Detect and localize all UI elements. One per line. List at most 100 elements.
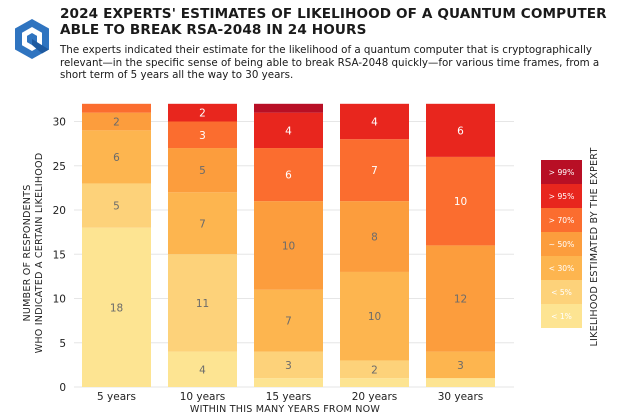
bars: 18 5 6 2 4 11 7 5 3 2 3 7 10 6 4 2 10 8 7 4 3 12 10 6	[82, 103, 495, 387]
bar-segment	[254, 103, 323, 113]
bar-segment-label: 10	[454, 196, 467, 208]
x-tick-label: 15 years	[266, 391, 312, 403]
legend-label: < 1%	[551, 312, 572, 321]
bar-segment	[426, 351, 495, 379]
bar-segment-label: 11	[196, 298, 209, 310]
bar-segment	[168, 103, 237, 122]
bar-segment-label: 12	[454, 294, 467, 306]
legend-swatch	[541, 232, 582, 256]
chart-subtitle: The experts indicated their estimate for…	[60, 44, 600, 81]
y-axis-label-line-2: WHO INDICATED A CERTAIN LIKELIHOOD	[34, 153, 45, 354]
bar-segment	[82, 183, 151, 228]
bar-segment	[254, 289, 323, 352]
logo-icon	[15, 19, 49, 59]
bar-segment-label: 10	[368, 311, 381, 323]
bar-segment	[82, 103, 151, 113]
bar-stack: 3 7 10 6 4	[254, 103, 323, 387]
bar-segment	[254, 351, 323, 379]
bar-segment	[254, 201, 323, 290]
bar-segment-label: 7	[371, 165, 378, 177]
bar-segment	[168, 192, 237, 255]
legend-item: < 30%	[541, 256, 582, 280]
bar-segment-label: 4	[371, 117, 378, 129]
bar-segment-label: 10	[282, 240, 295, 252]
bar-stack: 4 11 7 5 3 2	[168, 103, 237, 387]
bar-segment-label: 3	[199, 130, 206, 142]
bar-segment	[340, 103, 409, 140]
legend-item: < 1%	[541, 304, 582, 328]
y-tick-label: 5	[59, 338, 66, 350]
bar-segment	[340, 378, 409, 387]
legend-item: > 99%	[541, 160, 582, 184]
legend-swatch	[541, 304, 582, 328]
bar-segment-label: 5	[199, 165, 206, 177]
legend-label: > 95%	[549, 192, 575, 201]
bar-segment	[340, 139, 409, 202]
bar-segment-label: 2	[199, 108, 206, 120]
legend-item: ~ 50%	[541, 232, 582, 256]
x-tick-label: 30 years	[438, 391, 484, 403]
bar-segment-label: 6	[457, 125, 464, 137]
y-tick-label: 15	[53, 249, 66, 261]
bar-segment	[426, 156, 495, 246]
bar-segment-label: 4	[199, 364, 206, 376]
y-tick-label: 10	[53, 294, 66, 306]
x-tick-label: 20 years	[352, 391, 398, 403]
x-tick-label: 5 years	[97, 391, 136, 403]
bar-segment-label: 8	[371, 232, 378, 244]
x-tick-label: 10 years	[180, 391, 226, 403]
legend-label: > 99%	[549, 168, 575, 177]
bar-segment	[340, 201, 409, 272]
bar-segment	[168, 121, 237, 149]
bar-segment-label: 2	[113, 117, 120, 129]
bar-segment-label: 7	[199, 218, 206, 230]
bar-segment-label: 7	[285, 316, 292, 328]
bar-segment-label: 3	[285, 360, 292, 372]
legend-label: < 30%	[549, 264, 575, 273]
legend-label: < 5%	[551, 288, 572, 297]
legend-label: > 70%	[549, 216, 575, 225]
bar-segment-label: 5	[113, 201, 120, 213]
y-axis-label-line-1: NUMBER OF RESPONDENTS	[22, 184, 33, 321]
legend-item: < 5%	[541, 280, 582, 304]
bar-stack: 18 5 6 2	[82, 103, 151, 387]
y-tick-label: 20	[53, 205, 66, 217]
legend-swatch	[541, 184, 582, 208]
bar-segment-label: 6	[113, 152, 120, 164]
bar-segment	[426, 103, 495, 157]
bar-segment	[82, 227, 151, 387]
bar-segment	[82, 112, 151, 131]
bar-segment	[426, 378, 495, 387]
bar-segment-label: 2	[371, 364, 378, 376]
legend-label: ~ 50%	[549, 240, 575, 249]
bar-segment	[254, 148, 323, 202]
legend-item: > 70%	[541, 208, 582, 232]
bar-segment	[168, 351, 237, 387]
bar-segment-label: 6	[285, 170, 292, 182]
legend-swatch	[541, 256, 582, 280]
y-tick-label: 0	[59, 382, 66, 394]
bar-segment	[168, 254, 237, 352]
chart-title: 2024 EXPERTS' ESTIMATES OF LIKELIHOOD OF…	[60, 6, 607, 38]
legend-swatch	[541, 160, 582, 184]
bar-segment	[340, 360, 409, 379]
bar-segment	[82, 130, 151, 184]
bar-segment	[426, 245, 495, 352]
legend-swatch	[541, 208, 582, 232]
bar-stack: 3 12 10 6	[426, 103, 495, 387]
bar-segment	[254, 378, 323, 387]
legend-item: > 95%	[541, 184, 582, 208]
x-axis: 5 years 10 years 15 years 20 years 30 years	[97, 391, 483, 403]
x-axis-label: WITHIN THIS MANY YEARS FROM NOW	[190, 404, 380, 415]
bar-segment-label: 3	[457, 360, 464, 372]
legend-title: LIKELIHOOD ESTIMATED BY THE EXPERT	[589, 147, 600, 346]
legend-swatch	[541, 280, 582, 304]
y-tick-label: 25	[53, 161, 66, 173]
bar-segment-label: 18	[110, 302, 123, 314]
bar-segment	[168, 148, 237, 193]
bar-segment	[340, 271, 409, 361]
y-tick-label: 30	[53, 117, 66, 129]
bar-stack: 2 10 8 7 4	[340, 103, 409, 387]
bar-segment	[254, 112, 323, 149]
